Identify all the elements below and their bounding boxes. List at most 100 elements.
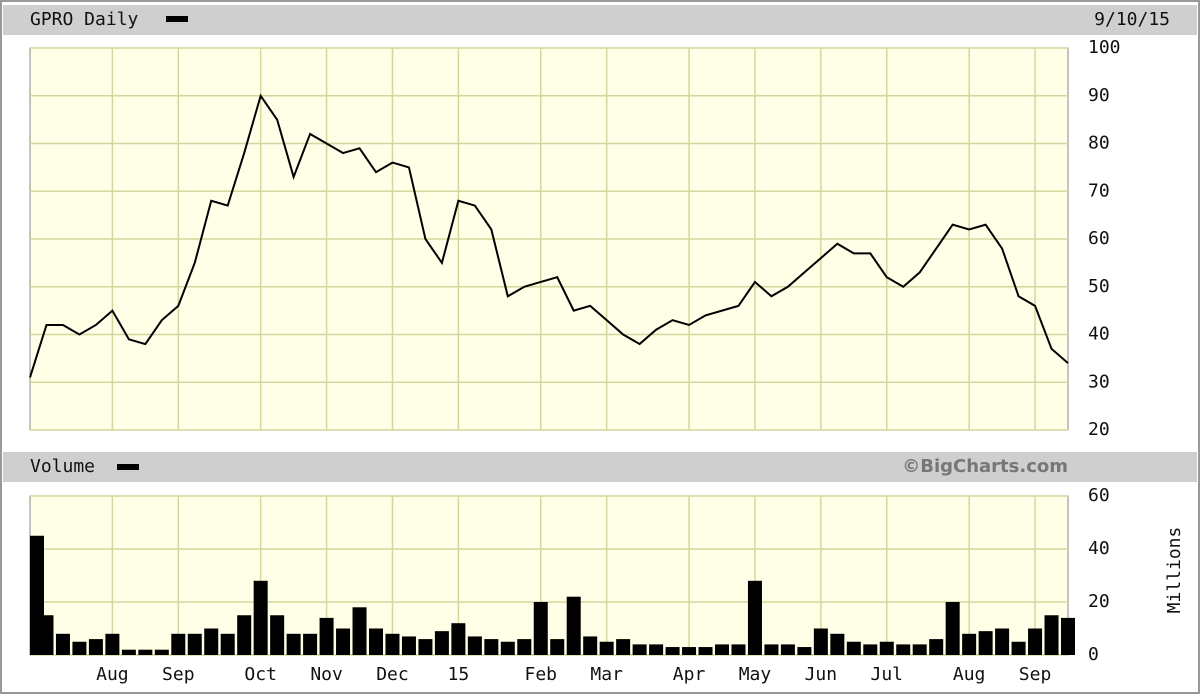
- volume-bar: [830, 633, 845, 655]
- y-tick-label: 70: [1088, 180, 1110, 201]
- volume-bar: [484, 639, 499, 655]
- volume-bar: [121, 649, 136, 655]
- x-tick-label: Nov: [310, 664, 343, 685]
- volume-bar: [72, 641, 87, 655]
- volume-bar: [665, 647, 680, 655]
- volume-bar: [747, 580, 762, 655]
- x-tick-label: Dec: [376, 664, 409, 685]
- volume-bar: [418, 639, 433, 655]
- volume-bar: [1044, 615, 1059, 655]
- x-tick-label: Feb: [525, 664, 558, 685]
- y-tick-label: 60: [1088, 228, 1110, 249]
- price-header: [3, 5, 1197, 35]
- volume-bar: [451, 623, 466, 655]
- volume-bar: [863, 644, 878, 655]
- volume-bar: [896, 644, 911, 655]
- volume-bar: [368, 628, 384, 655]
- volume-bar: [797, 647, 812, 655]
- volume-bar: [616, 639, 631, 655]
- y-tick-label: 0: [1088, 644, 1099, 665]
- date: 9/10/15: [1094, 9, 1170, 30]
- volume-bar: [566, 596, 581, 655]
- volume-bar: [912, 644, 927, 655]
- x-tick-label: 15: [448, 664, 470, 685]
- legend-swatch: [117, 464, 139, 470]
- x-tick-label: Jul: [871, 664, 904, 685]
- volume-title: Volume: [30, 456, 95, 477]
- volume-bar: [945, 602, 960, 655]
- volume-bar: [813, 628, 828, 655]
- volume-bar: [319, 617, 334, 655]
- volume-bar: [138, 649, 153, 655]
- volume-bar: [434, 631, 449, 655]
- volume-bar: [286, 633, 301, 655]
- y-axis-label: Millions: [1164, 527, 1185, 614]
- volume-bar: [550, 639, 565, 655]
- source: ©BigCharts.com: [902, 456, 1068, 477]
- volume-bar: [929, 639, 944, 655]
- volume-bar: [632, 644, 647, 655]
- volume-bar: [204, 628, 219, 655]
- volume-bar: [253, 580, 268, 655]
- volume-bar: [237, 615, 252, 655]
- x-tick-label: Sep: [162, 664, 195, 685]
- volume-bar: [714, 644, 730, 655]
- volume-bar: [533, 602, 548, 655]
- volume-bar: [303, 633, 318, 655]
- price-line: [29, 93, 1069, 378]
- volume-bar: [995, 628, 1010, 655]
- x-tick-label: Aug: [953, 664, 986, 685]
- volume-bar: [962, 633, 977, 655]
- x-tick-label: Apr: [673, 664, 706, 685]
- volume-bar: [846, 641, 861, 655]
- volume-bar: [599, 641, 614, 655]
- volume-bar: [1028, 628, 1043, 655]
- volume-bar: [401, 636, 416, 655]
- volume-bar: [978, 631, 993, 655]
- volume-bar: [731, 644, 746, 655]
- volume-bar: [105, 633, 120, 655]
- volume-bar: [171, 633, 186, 655]
- x-tick-label: Jun: [805, 664, 838, 685]
- volume-bar: [517, 639, 532, 655]
- y-tick-label: 20: [1088, 419, 1110, 440]
- x-tick-label: May: [739, 664, 772, 685]
- volume-bar: [879, 641, 894, 655]
- y-tick-label: 100: [1088, 37, 1121, 58]
- volume-bar: [764, 644, 779, 655]
- x-tick-label: Aug: [96, 664, 129, 685]
- volume-plot: [29, 495, 1069, 656]
- volume-bar: [336, 628, 351, 655]
- volume-bar: [88, 639, 103, 655]
- volume-bar: [55, 633, 70, 655]
- volume-bar: [220, 633, 235, 655]
- volume-bar: [39, 615, 54, 655]
- y-tick-label: 50: [1088, 276, 1110, 297]
- volume-bar: [780, 644, 795, 655]
- volume-bar: [385, 633, 400, 655]
- volume-bar: [649, 644, 664, 655]
- volume-bar: [682, 647, 697, 655]
- chart-title: GPRO Daily: [30, 9, 139, 30]
- volume-bar: [187, 633, 202, 655]
- y-tick-label: 40: [1088, 538, 1110, 559]
- volume-bar: [698, 647, 713, 655]
- volume-bar: [467, 636, 482, 655]
- x-tick-label: Oct: [244, 664, 277, 685]
- y-tick-label: 20: [1088, 591, 1110, 612]
- y-tick-label: 60: [1088, 485, 1110, 506]
- volume-bar: [1011, 641, 1026, 655]
- x-tick-label: Sep: [1019, 664, 1052, 685]
- volume-bar: [583, 636, 598, 655]
- volume-bar: [500, 641, 515, 655]
- volume-bar: [270, 615, 285, 655]
- volume-bar: [352, 607, 367, 655]
- y-tick-label: 90: [1088, 85, 1110, 106]
- volume-bar: [154, 649, 169, 655]
- legend-swatch: [166, 16, 188, 22]
- volume-header: [3, 452, 1197, 482]
- y-tick-label: 30: [1088, 371, 1110, 392]
- y-tick-label: 80: [1088, 133, 1110, 154]
